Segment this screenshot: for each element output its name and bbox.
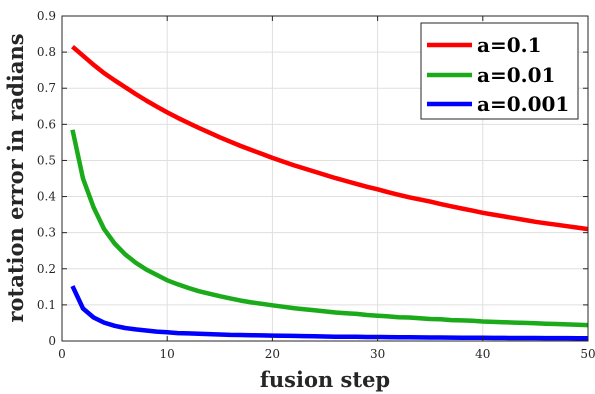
y-tick-label: 0.6: [37, 117, 56, 131]
legend: a=0.1 a=0.01 a=0.001: [420, 22, 579, 120]
x-axis-title: fusion step: [260, 367, 390, 392]
x-tick-label: 10: [160, 347, 175, 361]
axis-box: [61, 15, 589, 342]
y-tick-label: 0.4: [37, 190, 56, 204]
series-line-3: [70, 285, 588, 341]
y-tick-labels: 0 0.1 0.2 0.3 0.4 0.5 0.6 0.7 0.8 0.9: [37, 9, 56, 348]
y-tick-label: 0.5: [37, 153, 56, 167]
x-tick-label: 30: [370, 347, 385, 361]
x-tick-label: 50: [580, 347, 595, 361]
x-tick-label: 0: [58, 347, 66, 361]
x-tick-label: 40: [475, 347, 490, 361]
y-axis-title: rotation error in radians: [3, 33, 28, 322]
y-tick-label: 0.8: [37, 45, 56, 59]
y-tick-label: 0.2: [37, 262, 56, 276]
series-line-1: [71, 44, 589, 232]
legend-label-1: a=0.1: [477, 33, 542, 57]
series-line-2: [70, 129, 589, 328]
ticks: [61, 15, 589, 342]
x-tick-label: 20: [265, 347, 280, 361]
y-tick-label: 0.7: [37, 81, 56, 95]
x-tick-labels: 0 10 20 30 40 50: [58, 347, 595, 361]
y-tick-label: 0.3: [37, 226, 56, 240]
y-tick-label: 0: [48, 334, 56, 348]
y-tick-label: 0.1: [37, 298, 56, 312]
y-tick-label: 0.9: [37, 9, 56, 23]
legend-label-2: a=0.01: [477, 63, 555, 87]
legend-label-3: a=0.001: [477, 92, 569, 116]
series-group: [70, 44, 589, 341]
